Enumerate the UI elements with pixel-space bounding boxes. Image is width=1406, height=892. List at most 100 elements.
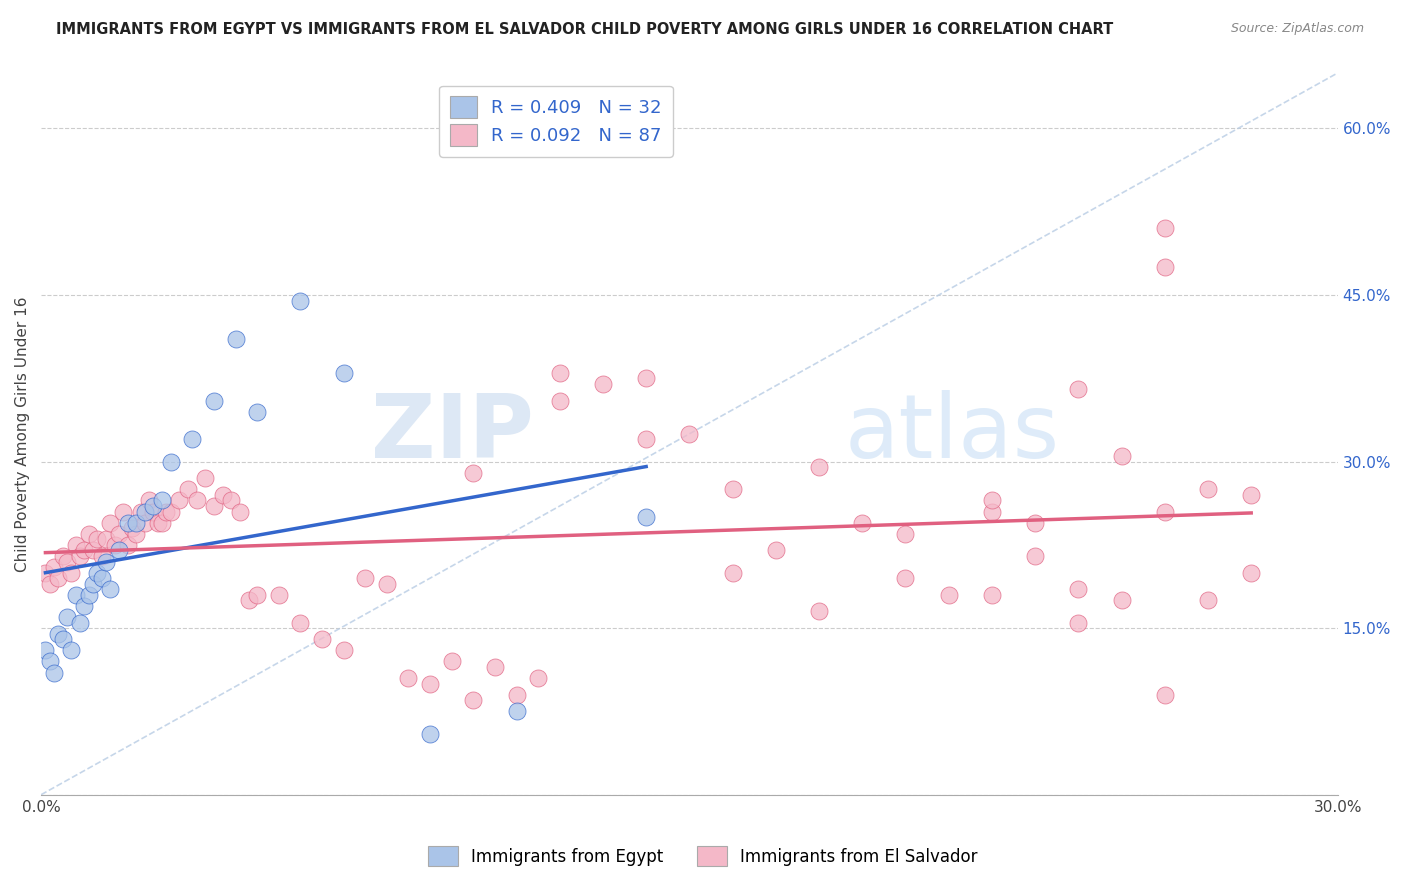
Point	[548, 393, 571, 408]
Point	[354, 571, 377, 585]
Point	[73, 599, 96, 613]
Point	[1153, 221, 1175, 235]
Point	[851, 516, 873, 530]
Point	[894, 526, 917, 541]
Point	[94, 533, 117, 547]
Point	[211, 488, 233, 502]
Point	[440, 655, 463, 669]
Point	[505, 688, 527, 702]
Point	[159, 454, 181, 468]
Point	[484, 660, 506, 674]
Point	[108, 526, 131, 541]
Point	[419, 726, 441, 740]
Point	[636, 433, 658, 447]
Point	[48, 571, 70, 585]
Point	[177, 483, 200, 497]
Point	[980, 493, 1002, 508]
Point	[938, 588, 960, 602]
Y-axis label: Child Poverty Among Girls Under 16: Child Poverty Among Girls Under 16	[15, 296, 30, 572]
Point	[134, 505, 156, 519]
Point	[980, 505, 1002, 519]
Point	[1197, 483, 1219, 497]
Point	[1197, 593, 1219, 607]
Point	[98, 516, 121, 530]
Point	[1067, 582, 1090, 597]
Point	[721, 483, 744, 497]
Point	[463, 693, 485, 707]
Point	[60, 643, 83, 657]
Point	[267, 588, 290, 602]
Point	[108, 543, 131, 558]
Point	[125, 526, 148, 541]
Point	[1153, 688, 1175, 702]
Point	[38, 655, 60, 669]
Point	[86, 533, 108, 547]
Point	[592, 376, 614, 391]
Point	[129, 505, 152, 519]
Point	[678, 426, 700, 441]
Point	[332, 643, 354, 657]
Point	[52, 632, 75, 647]
Point	[398, 671, 420, 685]
Point	[77, 588, 100, 602]
Point	[155, 505, 177, 519]
Point	[150, 493, 173, 508]
Text: ZIP: ZIP	[371, 391, 534, 477]
Point	[134, 516, 156, 530]
Point	[48, 626, 70, 640]
Point	[1024, 549, 1046, 563]
Point	[636, 371, 658, 385]
Point	[238, 593, 260, 607]
Point	[181, 433, 204, 447]
Point	[225, 333, 247, 347]
Point	[56, 610, 79, 624]
Point	[142, 499, 165, 513]
Point	[229, 505, 252, 519]
Point	[505, 705, 527, 719]
Point	[202, 393, 225, 408]
Point	[765, 543, 787, 558]
Point	[375, 576, 398, 591]
Point	[548, 366, 571, 380]
Point	[60, 566, 83, 580]
Point	[194, 471, 217, 485]
Point	[169, 493, 191, 508]
Point	[82, 576, 104, 591]
Point	[159, 505, 181, 519]
Point	[150, 516, 173, 530]
Point	[42, 560, 65, 574]
Legend: Immigrants from Egypt, Immigrants from El Salvador: Immigrants from Egypt, Immigrants from E…	[420, 838, 986, 875]
Point	[98, 582, 121, 597]
Point	[125, 516, 148, 530]
Point	[146, 516, 169, 530]
Point	[311, 632, 333, 647]
Point	[1067, 383, 1090, 397]
Point	[77, 526, 100, 541]
Point	[1067, 615, 1090, 630]
Legend: R = 0.409   N = 32, R = 0.092   N = 87: R = 0.409 N = 32, R = 0.092 N = 87	[439, 86, 673, 157]
Point	[90, 549, 112, 563]
Point	[52, 549, 75, 563]
Point	[90, 571, 112, 585]
Point	[73, 543, 96, 558]
Text: atlas: atlas	[845, 391, 1060, 477]
Point	[65, 538, 87, 552]
Point	[1111, 593, 1133, 607]
Text: Source: ZipAtlas.com: Source: ZipAtlas.com	[1230, 22, 1364, 36]
Point	[202, 499, 225, 513]
Point	[34, 566, 56, 580]
Point	[38, 576, 60, 591]
Point	[138, 493, 160, 508]
Point	[112, 505, 135, 519]
Point	[69, 549, 91, 563]
Text: IMMIGRANTS FROM EGYPT VS IMMIGRANTS FROM EL SALVADOR CHILD POVERTY AMONG GIRLS U: IMMIGRANTS FROM EGYPT VS IMMIGRANTS FROM…	[56, 22, 1114, 37]
Point	[1024, 516, 1046, 530]
Point	[419, 676, 441, 690]
Point	[34, 643, 56, 657]
Point	[82, 543, 104, 558]
Point	[42, 665, 65, 680]
Point	[894, 571, 917, 585]
Point	[636, 510, 658, 524]
Point	[186, 493, 208, 508]
Point	[117, 538, 139, 552]
